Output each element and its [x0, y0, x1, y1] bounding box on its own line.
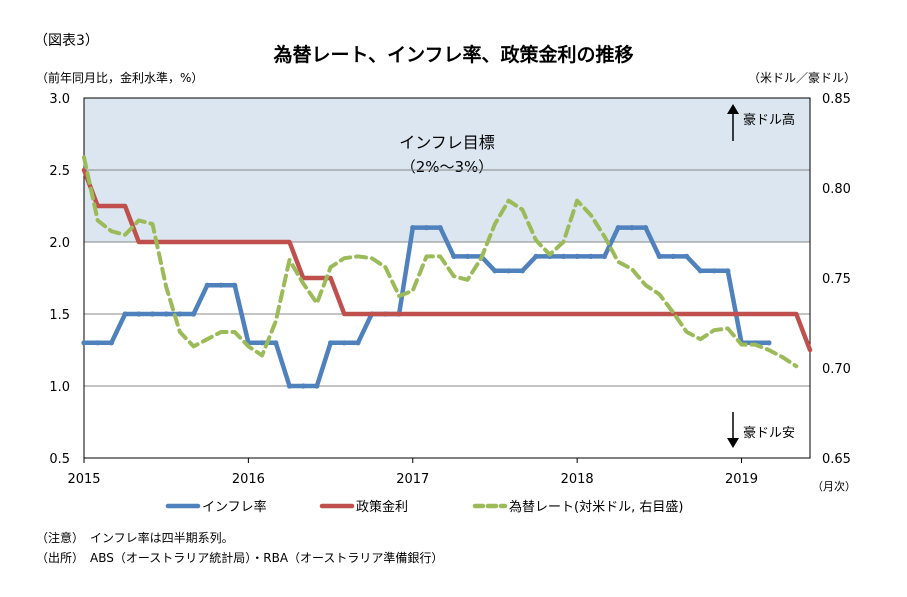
- legend-label-0: インフレ率: [202, 499, 267, 515]
- legend: インフレ率 政策金利 為替レート(対米ドル, 右目盛): [165, 499, 683, 515]
- y2-tick-label: 0.70: [822, 362, 851, 377]
- chart-note: （注意） インフレ率は四半期系列。: [36, 531, 234, 545]
- data-point: [560, 253, 567, 259]
- data-point: [697, 268, 704, 274]
- data-point: [656, 253, 662, 259]
- y-tick-label: 1.5: [49, 308, 70, 323]
- plot-border: [83, 97, 811, 459]
- figure-label: （図表3）: [34, 33, 99, 49]
- data-point: [464, 253, 471, 259]
- y2-tick-label: 0.75: [822, 272, 851, 287]
- left-axis-unit: （前年同月比，金利水準，%）: [36, 71, 204, 85]
- chart-source: （出所） ABS（オーストラリア統計局）・RBA（オーストラリア準備銀行）: [36, 551, 444, 565]
- legend-label-2: 為替レート(対米ドル, 右目盛): [509, 499, 683, 515]
- data-point: [410, 225, 416, 231]
- data-point: [492, 268, 498, 274]
- y-tick-label: 1.0: [49, 380, 70, 395]
- data-point: [163, 311, 169, 317]
- data-point: [437, 225, 443, 231]
- data-point: [588, 253, 594, 259]
- data-point: [451, 253, 457, 259]
- data-point: [629, 225, 635, 231]
- x-axis-unit: （月次）: [812, 479, 856, 493]
- data-point: [684, 253, 690, 259]
- axis-labels: 0.5 1.0 1.5 2.0 2.5 3.0 0.65 0.70 0.75 0.80 0.85 20…: [49, 92, 856, 493]
- data-point: [204, 282, 210, 288]
- data-point: [533, 253, 539, 259]
- data-point: [574, 253, 580, 259]
- right-axis-unit: （米ドル／豪ドル）: [748, 71, 857, 85]
- data-point: [519, 268, 525, 274]
- data-point: [81, 340, 87, 346]
- series-layer: [81, 155, 813, 389]
- y-tick-label: 3.0: [49, 92, 70, 107]
- data-point: [423, 225, 430, 231]
- series-line-2: [82, 155, 799, 369]
- annotation-up: 豪ドル高: [743, 112, 795, 128]
- y2-tick-label: 0.80: [822, 182, 851, 197]
- data-point: [136, 311, 142, 317]
- data-point: [122, 311, 128, 317]
- up-arrowhead-icon: [727, 104, 739, 114]
- chart-title: 為替レート、インフレ率、政策金利の推移: [273, 44, 634, 66]
- y-tick-label: 2.5: [49, 164, 70, 179]
- series-line-1: [81, 167, 813, 353]
- data-point: [670, 253, 676, 259]
- data-point: [286, 383, 293, 389]
- data-point: [725, 268, 731, 274]
- x-tick-label: 2016: [232, 472, 265, 487]
- data-point: [300, 383, 306, 389]
- data-point: [273, 340, 279, 346]
- data-point: [355, 340, 361, 346]
- plot-frame: [83, 97, 811, 463]
- y-tick-label: 2.0: [49, 236, 70, 251]
- data-point: [190, 311, 197, 317]
- data-point: [149, 311, 156, 317]
- data-point: [259, 340, 265, 346]
- data-point: [95, 340, 101, 346]
- x-tick-label: 2017: [396, 472, 429, 487]
- data-point: [643, 225, 649, 231]
- data-point: [711, 268, 717, 274]
- data-point: [327, 340, 334, 346]
- data-point: [314, 383, 320, 389]
- y-tick-label: 0.5: [49, 452, 70, 467]
- data-point: [601, 253, 608, 259]
- data-point: [766, 340, 772, 346]
- x-tick-label: 2018: [561, 472, 594, 487]
- data-point: [218, 282, 224, 288]
- band-label-line2: （2%～3%）: [401, 158, 494, 176]
- band-label-line1: インフレ目標: [399, 133, 495, 152]
- x-tick-label: 2019: [725, 472, 758, 487]
- data-point: [108, 340, 114, 346]
- data-point: [177, 311, 183, 317]
- data-point: [341, 340, 347, 346]
- y2-tick-label: 0.85: [822, 92, 851, 107]
- y2-tick-label: 0.65: [822, 452, 851, 467]
- data-point: [506, 268, 512, 274]
- data-point: [615, 225, 621, 231]
- x-tick-label: 2015: [67, 472, 100, 487]
- annotation-down: 豪ドル安: [743, 425, 795, 441]
- legend-label-1: 政策金利: [356, 499, 408, 515]
- down-arrowhead-icon: [727, 438, 739, 448]
- data-point: [232, 282, 238, 288]
- series-line-0: [81, 225, 772, 389]
